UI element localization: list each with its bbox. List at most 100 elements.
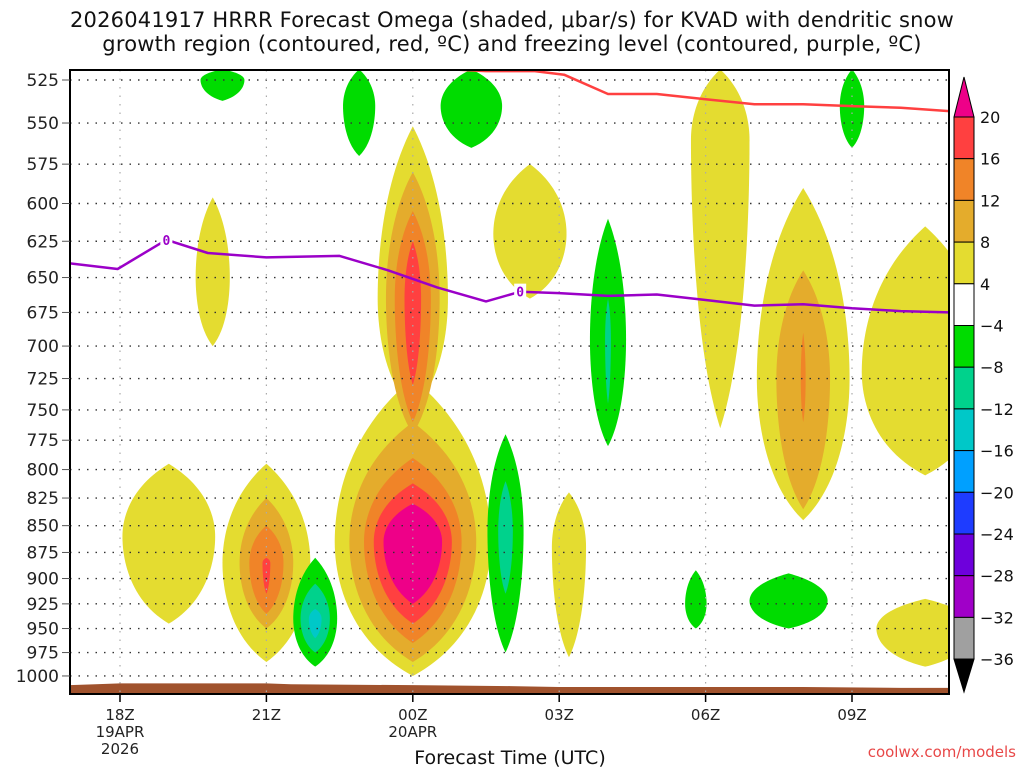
omega-level--5 bbox=[200, 70, 245, 101]
colorbar-label: −28 bbox=[980, 567, 1014, 586]
credit-link[interactable]: coolwx.com/models bbox=[868, 743, 1016, 761]
omega-level--13 bbox=[308, 608, 322, 639]
colorbar-label: −12 bbox=[980, 400, 1014, 419]
dendritic-growth-line bbox=[451, 70, 949, 113]
omega-cell-pos-cell-8 bbox=[756, 187, 850, 521]
colorbar-label: −24 bbox=[980, 525, 1014, 544]
omega-cell-neg-cell-1 bbox=[293, 557, 338, 667]
omega-level-13 bbox=[800, 332, 806, 423]
colorbar-segment bbox=[953, 366, 975, 410]
colorbar-segment bbox=[953, 450, 975, 493]
y-tick-label: 800 bbox=[27, 461, 59, 481]
x-tick-label: 2026 bbox=[101, 740, 139, 758]
omega-level-5 bbox=[551, 492, 587, 658]
omega-cell-neg-cell-2 bbox=[487, 434, 524, 653]
x-tick-label: 09Z bbox=[837, 706, 866, 724]
omega-cell-pos-cell-6 bbox=[551, 492, 587, 658]
contour-lines: 00 bbox=[70, 70, 949, 314]
omega-cell-pos-cell-9 bbox=[861, 226, 949, 476]
colorbar-bottom-arrow bbox=[953, 658, 975, 694]
colorbar-label: −32 bbox=[980, 608, 1014, 627]
colorbar-label: −16 bbox=[980, 442, 1014, 461]
freezing-level-label: 0 bbox=[516, 286, 524, 301]
omega-level-5 bbox=[690, 70, 750, 429]
plot-frame bbox=[69, 69, 950, 695]
omega-level--5 bbox=[839, 70, 865, 148]
freezing-level-label: 0 bbox=[162, 234, 170, 249]
omega-cell-pos-cell-5 bbox=[493, 164, 567, 299]
y-tick-label: 900 bbox=[27, 570, 59, 590]
y-tick-label: 600 bbox=[27, 195, 59, 215]
y-tick-label: 550 bbox=[27, 114, 59, 134]
y-tick-label: 850 bbox=[27, 517, 59, 537]
omega-cell-neg-cell-upper-3 bbox=[440, 70, 503, 148]
omega-cell-neg-cell-3 bbox=[589, 218, 627, 447]
grid-lines bbox=[70, 70, 949, 694]
y-tick-label: 700 bbox=[27, 337, 59, 357]
y-tick-label: 525 bbox=[27, 71, 59, 91]
terrain-fill bbox=[70, 683, 949, 694]
x-tick-label: 20APR bbox=[388, 723, 437, 741]
contour-label-bg bbox=[160, 231, 173, 246]
x-tick-label: 18Z bbox=[105, 706, 134, 724]
x-tick-label: 19APR bbox=[96, 723, 145, 741]
omega-cell-neg-cell-4 bbox=[685, 570, 707, 629]
colorbar-label: −4 bbox=[980, 317, 1004, 336]
colorbar-segment bbox=[953, 575, 975, 618]
omega-cell-neg-cell-upper-1 bbox=[200, 70, 245, 101]
omega-level-5 bbox=[493, 164, 567, 299]
y-tick-label: 975 bbox=[27, 644, 59, 664]
colorbar-segment bbox=[953, 491, 975, 535]
chart-title: 2026041917 HRRR Forecast Omega (shaded, … bbox=[0, 8, 1024, 56]
omega-cell-neg-cell-upper-4 bbox=[839, 70, 865, 148]
colorbar-label: −20 bbox=[980, 483, 1014, 502]
colorbar-segment bbox=[953, 616, 975, 660]
omega-level--5 bbox=[440, 70, 503, 148]
contour-label-bg bbox=[514, 283, 527, 298]
colorbar-label: 12 bbox=[980, 191, 1000, 210]
terrain-area bbox=[70, 683, 949, 694]
omega-cell-pos-cell-4 bbox=[195, 197, 230, 347]
omega-level-5 bbox=[876, 598, 949, 667]
y-tick-label: 750 bbox=[27, 401, 59, 421]
omega-cell-pos-cell-3-low bbox=[334, 378, 491, 676]
omega-level--5 bbox=[685, 570, 707, 629]
y-tick-label: 650 bbox=[27, 269, 59, 289]
y-tick-label: 725 bbox=[27, 370, 59, 390]
chart-title-line-2: growth region (contoured, red, ºC) and f… bbox=[102, 32, 922, 56]
x-tick-label: 00Z bbox=[398, 706, 427, 724]
y-tick-label: 1000 bbox=[16, 667, 59, 687]
colorbar-segment bbox=[953, 283, 975, 326]
omega-level-5 bbox=[122, 463, 216, 624]
y-tick-label: 775 bbox=[27, 431, 59, 451]
colorbar-top-arrow bbox=[953, 76, 975, 118]
x-tick-label: 06Z bbox=[691, 706, 720, 724]
colorbar-label: 16 bbox=[980, 150, 1000, 169]
colorbar-label: −8 bbox=[980, 358, 1004, 377]
y-tick-label: 925 bbox=[27, 595, 59, 615]
colorbar-segment bbox=[953, 533, 975, 577]
omega-cell-pos-cell-10 bbox=[876, 598, 949, 667]
omega-level-5 bbox=[195, 197, 230, 347]
y-tick-label: 575 bbox=[27, 155, 59, 175]
omega-level-5 bbox=[861, 226, 949, 476]
colorbar-label: 8 bbox=[980, 233, 990, 252]
y-tick-label: 825 bbox=[27, 489, 59, 509]
y-tick-label: 625 bbox=[27, 232, 59, 252]
omega-cell-neg-cell-5 bbox=[749, 573, 828, 629]
y-tick-label: 950 bbox=[27, 620, 59, 640]
omega-cell-pos-cell-7 bbox=[690, 70, 750, 429]
colorbar-segment bbox=[953, 325, 975, 368]
omega-level--5 bbox=[343, 70, 376, 157]
x-tick-label: 03Z bbox=[545, 706, 574, 724]
y-tick-label: 875 bbox=[27, 543, 59, 563]
x-axis-title: Forecast Time (UTC) bbox=[414, 747, 605, 768]
omega-cell-pos-cell-1 bbox=[122, 463, 216, 624]
omega-cell-pos-cell-3-high bbox=[377, 126, 448, 435]
omega-level--9 bbox=[498, 481, 513, 594]
y-tick-label: 675 bbox=[27, 303, 59, 323]
chart-title-line-1: 2026041917 HRRR Forecast Omega (shaded, … bbox=[69, 8, 955, 32]
colorbar-segment bbox=[953, 116, 975, 160]
